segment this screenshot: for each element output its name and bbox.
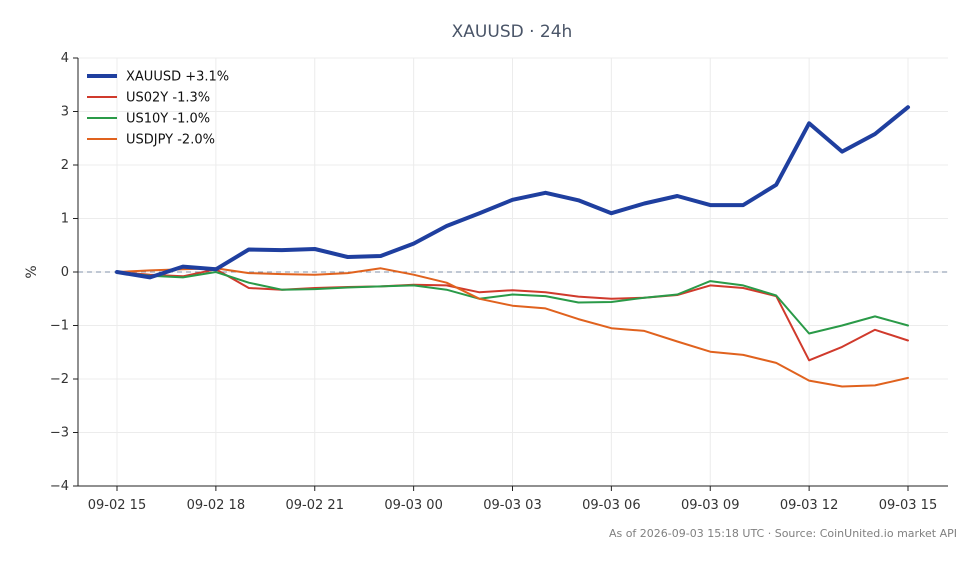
y-tick-label: 2 bbox=[61, 158, 69, 173]
series-line-usdjpy bbox=[116, 267, 909, 388]
x-tick-label: 09-02 15 bbox=[88, 498, 146, 513]
legend-label: XAUUSD +3.1% bbox=[126, 70, 229, 85]
y-tick-label: −4 bbox=[50, 479, 69, 494]
y-axis-label: % bbox=[24, 265, 40, 278]
y-tick-label: 0 bbox=[61, 265, 69, 280]
source-footnote: As of 2026-09-03 15:18 UTC · Source: Coi… bbox=[609, 527, 957, 540]
chart-title: XAUUSD · 24h bbox=[452, 22, 573, 42]
y-tick-label: −3 bbox=[50, 426, 69, 441]
y-tick-label: 3 bbox=[61, 105, 69, 120]
y-tick-label: 4 bbox=[61, 51, 69, 66]
series-lines bbox=[115, 105, 910, 388]
y-tick-label: −1 bbox=[50, 319, 69, 334]
legend-label: US02Y -1.3% bbox=[126, 91, 210, 106]
legend: XAUUSD +3.1% US02Y -1.3% US10Y -1.0% USDJPY… bbox=[87, 70, 229, 148]
legend-label: USDJPY -2.0% bbox=[126, 133, 215, 148]
x-tick-label: 09-02 18 bbox=[187, 498, 245, 513]
x-tick-label: 09-03 06 bbox=[582, 498, 640, 513]
x-tick-label: 09-03 12 bbox=[780, 498, 838, 513]
y-tick-label: 1 bbox=[61, 212, 69, 227]
legend-label: US10Y -1.0% bbox=[126, 112, 210, 127]
series-line-xauusd bbox=[115, 105, 910, 280]
series-line-us10y bbox=[116, 271, 909, 335]
x-tick-label: 09-03 15 bbox=[879, 498, 937, 513]
y-tick-label: −2 bbox=[50, 372, 69, 387]
x-tick-label: 09-03 09 bbox=[681, 498, 739, 513]
x-tick-label: 09-03 00 bbox=[384, 498, 442, 513]
axes: −4 −3 −2 −1 0 1 2 3 4 09-02 15 09-02 18 09-02 21 09-… bbox=[50, 51, 948, 513]
x-tick-label: 09-03 03 bbox=[483, 498, 541, 513]
x-tick-label: 09-02 21 bbox=[286, 498, 344, 513]
